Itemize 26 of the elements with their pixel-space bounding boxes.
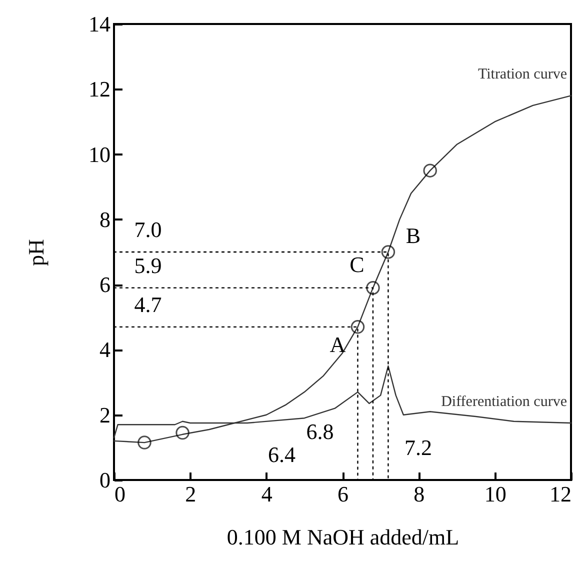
y-tick-label: 10 bbox=[88, 142, 110, 167]
y-tick-label: 8 bbox=[100, 206, 110, 232]
y-tick-label: 4 bbox=[100, 337, 110, 362]
annotation: B bbox=[406, 223, 421, 248]
x-tick-label: 8 bbox=[414, 482, 425, 506]
annotation: 4.7 bbox=[134, 292, 162, 317]
annotation: 6.8 bbox=[306, 419, 334, 444]
annotation: 7.2 bbox=[404, 435, 432, 460]
series-label: Titration curve bbox=[478, 66, 568, 83]
x-tick-label: 6 bbox=[338, 482, 348, 506]
annotation: A bbox=[330, 332, 346, 357]
x-tick-label: 2 bbox=[185, 482, 196, 506]
y-tick-label: 14 bbox=[88, 12, 110, 36]
annotation: C bbox=[350, 252, 364, 277]
series-label: Differentiation curve bbox=[441, 394, 568, 410]
annotation: 6.4 bbox=[268, 442, 296, 467]
x-tick-label: 10 bbox=[484, 482, 506, 506]
y-tick-label: 12 bbox=[88, 76, 110, 102]
y-tick-label: 2 bbox=[100, 402, 110, 428]
y-axis-title: pH bbox=[24, 238, 48, 266]
x-tick-label: 12 bbox=[550, 482, 572, 506]
annotation: 5.9 bbox=[134, 252, 162, 278]
y-tick-label: 6 bbox=[100, 272, 110, 298]
annotation: 7.0 bbox=[134, 217, 162, 242]
x-tick-label: 4 bbox=[261, 482, 272, 506]
x-axis-title: 0.100 M NaOH added/mL bbox=[226, 524, 460, 550]
